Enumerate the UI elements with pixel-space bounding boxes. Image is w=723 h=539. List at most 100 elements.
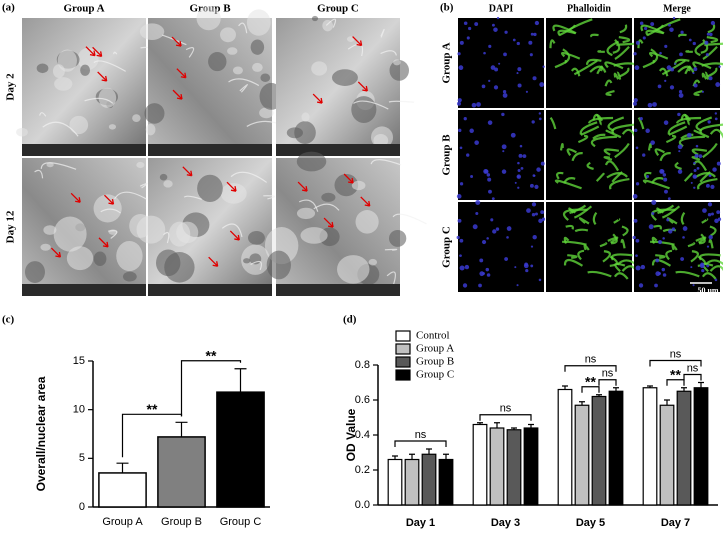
arrow (229, 230, 240, 241)
nucleus (672, 16, 676, 20)
arrow (85, 46, 96, 57)
sem-fiber (370, 159, 402, 166)
y-tick-label: 5 (79, 452, 85, 464)
x-tick-label: Day 1 (406, 517, 435, 529)
nucleus (458, 65, 464, 71)
sem-image (264, 151, 427, 296)
nucleus (661, 267, 666, 272)
actin-fiber (577, 249, 585, 261)
actin-fiber (610, 253, 633, 261)
x-tick-label: Day 3 (491, 517, 520, 529)
sem-texture (54, 77, 73, 91)
sem-footer (22, 144, 146, 156)
nucleus (715, 82, 721, 87)
sem-fiber (250, 260, 263, 271)
sem-texture (227, 47, 238, 55)
nucleus (639, 117, 643, 121)
arrow (176, 68, 187, 79)
sem-fiber (380, 50, 397, 56)
sem-texture (311, 15, 319, 22)
image-background (634, 202, 720, 292)
sem-fiber (263, 195, 275, 200)
sem-texture (351, 96, 377, 123)
actin-fiber (563, 177, 576, 184)
sem-fiber (230, 171, 268, 183)
nucleus (530, 264, 534, 268)
sem-fiber (42, 121, 79, 137)
nucleus (650, 22, 655, 26)
actin-fiber (607, 236, 619, 244)
nucleus (657, 84, 662, 89)
sem-fiber (353, 100, 389, 110)
nucleus (514, 266, 517, 269)
nucleus (663, 120, 669, 125)
nucleus (667, 23, 671, 27)
arrow (352, 36, 363, 47)
sem-fiber (185, 47, 195, 58)
nucleus (530, 245, 534, 248)
sem-texture (321, 192, 336, 202)
fluorescence-image (546, 18, 640, 108)
sem-fiber (298, 199, 319, 212)
arrow (226, 181, 237, 192)
nucleus (633, 98, 638, 103)
arrow (182, 166, 193, 177)
nucleus (682, 226, 688, 231)
y-tick-label: 0.4 (355, 429, 370, 441)
nucleus (516, 284, 519, 287)
significance-label: ns (602, 368, 614, 380)
actin-fiber (640, 24, 665, 35)
nucleus (710, 212, 714, 216)
arrow (323, 217, 334, 228)
nucleus (714, 218, 719, 224)
nucleus (693, 169, 697, 173)
actin-fiber (549, 39, 556, 49)
sem-texture (311, 61, 328, 76)
nucleus (667, 197, 671, 201)
actin-fiber (675, 270, 700, 278)
nucleus (490, 218, 494, 222)
sem-texture (69, 115, 89, 135)
sem-texture (355, 210, 379, 234)
bar (523, 427, 539, 506)
nucleus (674, 62, 677, 65)
significance-bracket (598, 379, 617, 386)
nucleus (464, 264, 470, 270)
nucleus (501, 144, 507, 150)
actin-fiber (671, 244, 678, 251)
nucleus (462, 283, 468, 288)
actin-fiber (611, 123, 639, 135)
arrow (92, 46, 103, 57)
nucleus (692, 72, 695, 75)
nucleus (487, 120, 493, 125)
nucleus (479, 271, 485, 277)
nucleus (635, 254, 638, 258)
nucleus (655, 271, 661, 277)
actin-fiber (655, 254, 666, 259)
nucleus (492, 229, 497, 234)
significance-bracket (564, 365, 617, 372)
significance-label: ns (500, 403, 512, 415)
sem-fiber (39, 112, 47, 117)
nucleus (487, 177, 492, 182)
nucleus (529, 53, 533, 57)
actin-fiber (592, 211, 598, 226)
actin-fiber (704, 71, 710, 80)
nucleus (655, 258, 660, 263)
sem-fiber (163, 232, 170, 244)
sem-fiber (40, 162, 77, 170)
sem-texture (388, 229, 407, 247)
nucleus (481, 84, 486, 89)
actin-fiber (695, 236, 707, 244)
nucleus (471, 102, 477, 108)
sem-texture (24, 261, 45, 283)
actin-fiber (573, 59, 598, 76)
actin-fiber (661, 205, 681, 219)
sem-fiber (392, 213, 427, 225)
y-tick-label: 15 (73, 355, 85, 367)
actin-fiber (603, 156, 613, 161)
nucleus (668, 229, 673, 234)
sem-texture (98, 87, 117, 108)
nucleus (516, 72, 519, 75)
arrow (360, 196, 371, 207)
